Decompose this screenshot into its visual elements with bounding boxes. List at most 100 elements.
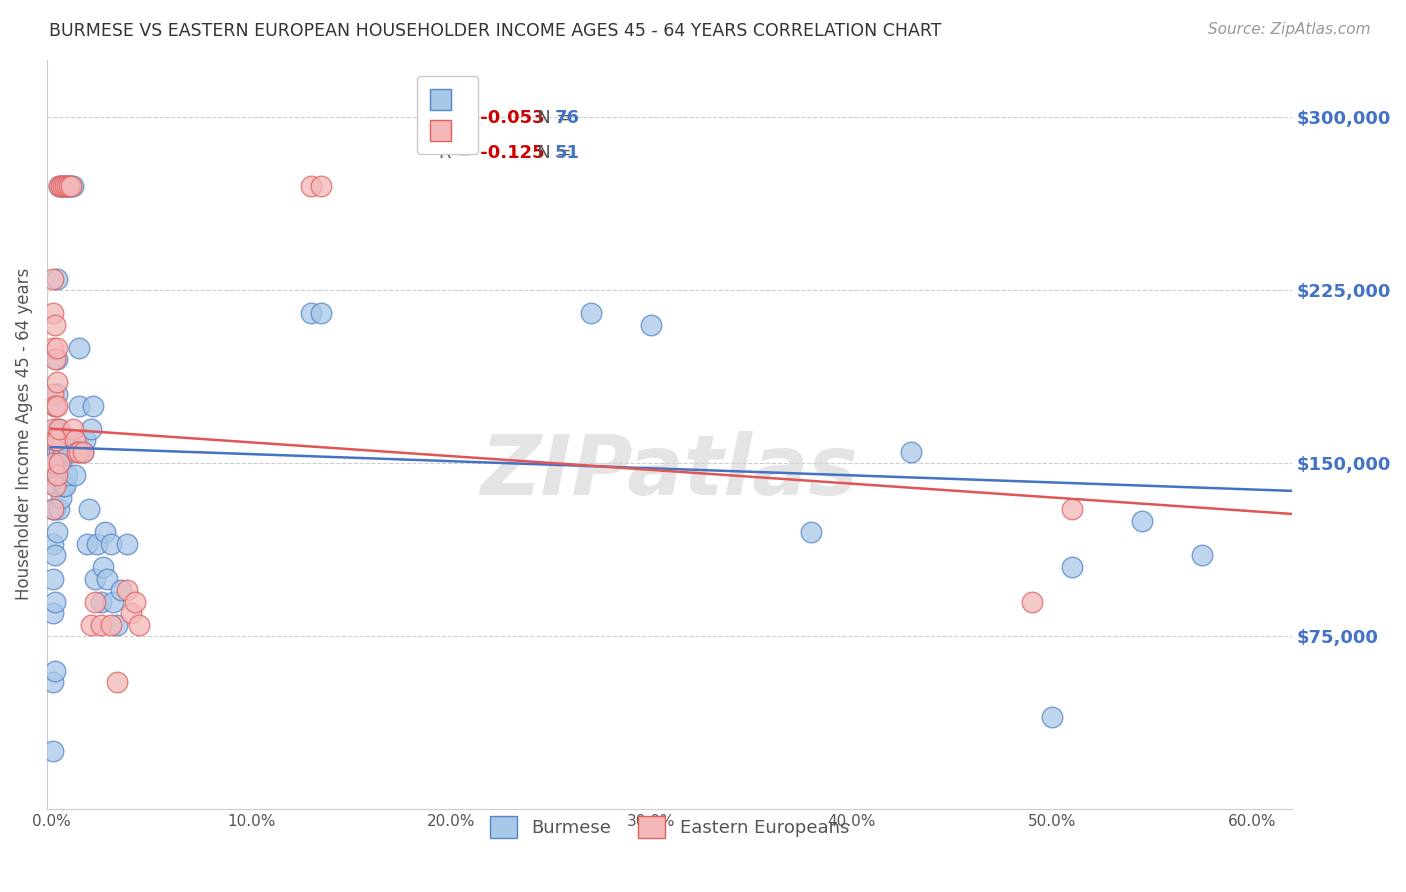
Point (77, 502, 100, 516)
Text: -0.125: -0.125 (474, 145, 544, 162)
Point (84, 594, 107, 608)
Point (45, 387, 67, 401)
Point (42, 675, 65, 690)
Point (63, 433, 86, 447)
Point (45, 399, 67, 413)
Point (62, 179, 84, 194)
Point (1130, 514, 1153, 528)
Point (48, 179, 70, 194)
Point (58, 444, 80, 458)
Point (58, 179, 80, 194)
Point (800, 525, 823, 540)
Text: ZIPatlas: ZIPatlas (481, 432, 858, 512)
Point (90, 617, 112, 632)
Point (44, 479, 66, 493)
Point (42, 306, 65, 320)
Point (67, 399, 90, 413)
Point (73, 433, 96, 447)
Point (80, 617, 103, 632)
Point (45, 352, 67, 367)
Point (66, 444, 89, 458)
Point (48, 502, 70, 516)
Point (49, 179, 72, 194)
Point (105, 675, 128, 690)
Point (63, 467, 86, 482)
Point (44, 502, 66, 516)
Point (48, 456, 70, 470)
Point (80, 421, 103, 435)
Point (44, 318, 66, 332)
Text: Source: ZipAtlas.com: Source: ZipAtlas.com (1208, 22, 1371, 37)
Point (299, 179, 322, 194)
Point (91, 560, 114, 574)
Point (110, 582, 132, 597)
Point (56, 179, 79, 194)
Point (309, 306, 332, 320)
Point (115, 582, 138, 597)
Point (45, 479, 67, 493)
Point (67, 341, 90, 355)
Legend: Burmese, Eastern Europeans: Burmese, Eastern Europeans (482, 809, 856, 845)
Point (52, 179, 75, 194)
Point (581, 306, 603, 320)
Point (76, 537, 98, 551)
Point (53, 479, 76, 493)
Point (48, 421, 70, 435)
Point (72, 444, 94, 458)
Point (59, 179, 82, 194)
Point (48, 467, 70, 482)
Point (56, 179, 79, 194)
Text: N =: N = (520, 109, 578, 127)
Point (900, 444, 922, 458)
Point (45, 467, 67, 482)
Point (45, 433, 67, 447)
Point (66, 433, 89, 447)
Point (86, 537, 108, 551)
Point (42, 271, 65, 285)
Point (84, 572, 107, 586)
Point (49, 491, 72, 505)
Point (90, 594, 112, 608)
Point (53, 179, 76, 194)
Point (42, 341, 65, 355)
Point (49, 433, 72, 447)
Text: R =: R = (439, 145, 478, 162)
Point (44, 594, 66, 608)
Point (44, 549, 66, 563)
Point (44, 399, 66, 413)
Point (44, 352, 66, 367)
Point (48, 179, 70, 194)
Text: BURMESE VS EASTERN EUROPEAN HOUSEHOLDER INCOME AGES 45 - 64 YEARS CORRELATION CH: BURMESE VS EASTERN EUROPEAN HOUSEHOLDER … (49, 22, 942, 40)
Point (45, 444, 67, 458)
Point (53, 179, 76, 194)
Text: 76: 76 (555, 109, 579, 127)
Point (67, 444, 90, 458)
Point (59, 179, 82, 194)
Point (101, 594, 124, 608)
Point (640, 318, 662, 332)
Point (42, 387, 65, 401)
Point (1040, 710, 1063, 724)
Point (124, 594, 146, 608)
Point (1021, 594, 1043, 608)
Point (45, 376, 67, 390)
Point (72, 444, 94, 458)
Point (45, 341, 67, 355)
Point (100, 617, 122, 632)
Point (44, 664, 66, 678)
Point (44, 399, 66, 413)
Point (42, 502, 65, 516)
Point (52, 179, 75, 194)
Point (52, 479, 75, 493)
Point (52, 444, 75, 458)
Point (49, 179, 72, 194)
Point (42, 502, 65, 516)
Point (96, 572, 118, 586)
Point (49, 456, 72, 470)
Point (45, 271, 67, 285)
Text: 51: 51 (555, 145, 579, 162)
Point (309, 179, 332, 194)
Point (115, 537, 138, 551)
Point (94, 525, 117, 540)
Point (128, 617, 150, 632)
